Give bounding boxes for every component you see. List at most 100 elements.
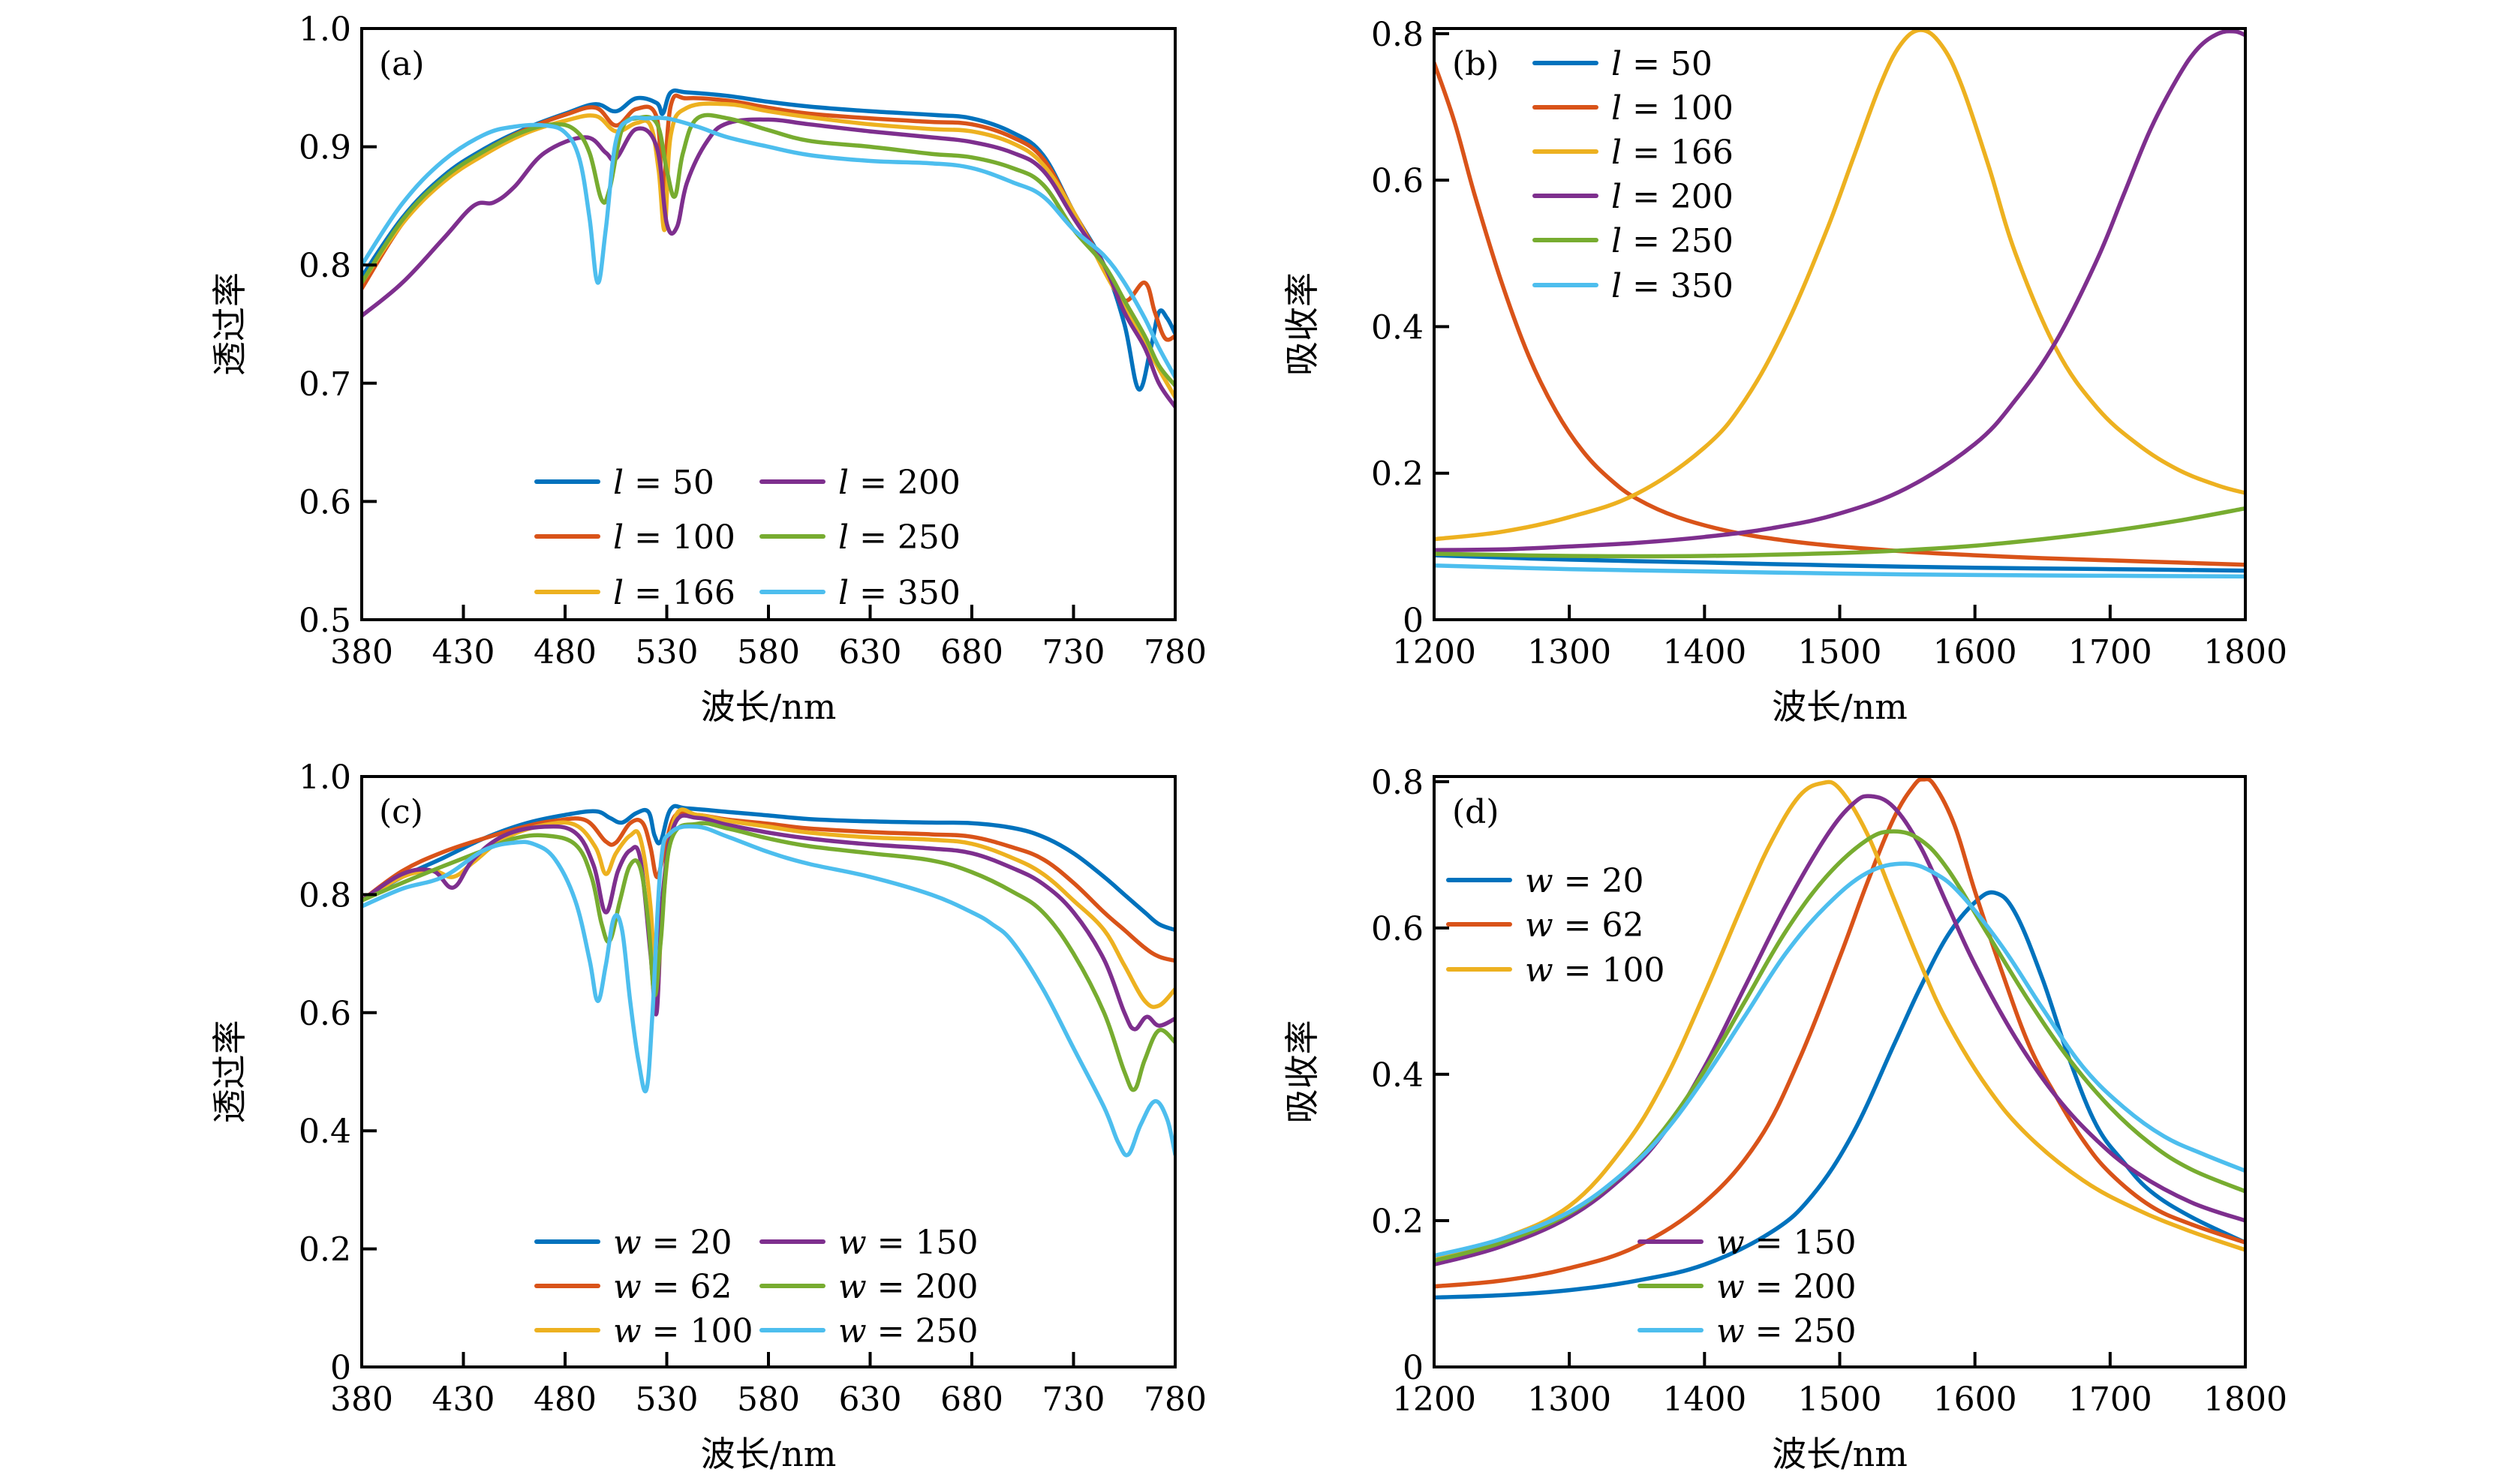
legend-item: w = 150 xyxy=(1637,1224,1857,1262)
x-tick-label: 1300 xyxy=(1527,633,1611,671)
legend-item: l = 250 xyxy=(1532,222,1734,260)
legend-item: l = 100 xyxy=(534,518,735,557)
legend-item: l = 50 xyxy=(534,464,714,502)
series-line-w-250 xyxy=(362,824,1175,1158)
series-line-l-100 xyxy=(1434,61,2245,567)
legend-item: w = 100 xyxy=(1446,951,1665,990)
x-tick-label: 1800 xyxy=(2203,633,2287,671)
legend-label: l = 100 xyxy=(613,518,735,557)
legend-label: w = 20 xyxy=(613,1224,732,1262)
panel-b: 1200 1300 1400 1500 1600 1700 1800 0 0.2 0.4 0.6 0.… xyxy=(1282,16,2287,727)
legend: l = 50 l = 100 l = 166 l = 200 l = 250 l = 35… xyxy=(1532,45,1734,305)
panel-tag: (d) xyxy=(1452,793,1499,831)
y-tick-label: 0.8 xyxy=(1371,16,1424,54)
legend-item: w = 200 xyxy=(1637,1268,1857,1306)
legend-item: l = 50 xyxy=(1532,45,1713,83)
legend-item: w = 250 xyxy=(759,1312,979,1350)
legend-item: l = 350 xyxy=(759,574,961,612)
series-line-l-350 xyxy=(362,115,1175,380)
x-tick-label: 680 xyxy=(940,1380,1003,1419)
legend-item: w = 20 xyxy=(1446,862,1644,900)
series-line-l-200 xyxy=(362,117,1175,410)
series-line-w-20 xyxy=(362,804,1175,933)
y-tick-label: 0.2 xyxy=(1371,1203,1424,1241)
legend-item: l = 166 xyxy=(1532,134,1734,172)
legend-label: w = 250 xyxy=(838,1312,979,1350)
legend-item: w = 200 xyxy=(759,1268,979,1306)
x-tick-label: 630 xyxy=(839,633,902,671)
y-tick-label: 0.6 xyxy=(299,995,351,1033)
series-group xyxy=(1434,29,2245,579)
x-tick-label: 430 xyxy=(432,633,495,671)
legend-label: l = 250 xyxy=(1611,222,1734,260)
legend-label: w = 150 xyxy=(838,1224,979,1262)
x-tick-label: 530 xyxy=(636,633,699,671)
y-tick-label: 0.4 xyxy=(1371,308,1424,347)
y-tick-label: 0.6 xyxy=(1371,162,1424,200)
x-tick-label: 430 xyxy=(432,1380,495,1419)
x-tick-label: 730 xyxy=(1042,1380,1105,1419)
series-line-l-50 xyxy=(1434,553,2245,573)
legend-item: w = 150 xyxy=(759,1224,979,1262)
legend-label: l = 100 xyxy=(1611,89,1734,128)
x-tick-label: 1300 xyxy=(1527,1380,1611,1419)
series-line-w-100 xyxy=(1434,780,2245,1260)
x-axis-title: 波长/nm xyxy=(701,686,837,727)
series-group xyxy=(1434,777,2245,1300)
y-tick-label: 0.8 xyxy=(299,247,351,285)
series-line-w-250 xyxy=(1434,861,2245,1258)
legend-label: w = 100 xyxy=(613,1312,753,1350)
x-tick-label: 1700 xyxy=(2068,633,2152,671)
x-tick-label: 480 xyxy=(534,1380,597,1419)
legend-label: l = 350 xyxy=(1611,267,1734,305)
x-tick-label: 380 xyxy=(330,1380,393,1419)
legend-label: w = 200 xyxy=(1716,1268,1857,1306)
y-tick-label: 0.6 xyxy=(1371,910,1424,948)
legend-label: l = 166 xyxy=(1611,134,1734,172)
panel-d: 1200 1300 1400 1500 1600 1700 1800 0 0.2 0.4 0.6 0.… xyxy=(1282,764,2287,1474)
legend-item: l = 100 xyxy=(1532,89,1734,128)
y-axis-title: 吸收率 xyxy=(1282,1020,1322,1124)
legend-item: l = 250 xyxy=(759,518,961,557)
legend-item: w = 100 xyxy=(534,1312,753,1350)
y-tick-label: 0.2 xyxy=(1371,455,1424,494)
x-axis-title: 波长/nm xyxy=(1772,686,1908,727)
x-tick-label: 1200 xyxy=(1392,633,1476,671)
y-tick-label: 1.0 xyxy=(299,759,351,797)
series-line-w-62 xyxy=(1434,777,2245,1289)
legend-item: l = 200 xyxy=(759,464,961,502)
series-line-l-200 xyxy=(1434,29,2245,552)
y-axis-title: 透过率 xyxy=(209,272,250,376)
x-tick-label: 480 xyxy=(534,633,597,671)
legend-label: l = 350 xyxy=(838,574,961,612)
x-tick-label: 780 xyxy=(1144,1380,1207,1419)
x-tick-label: 1600 xyxy=(1933,633,2017,671)
panel-tag: (a) xyxy=(379,45,425,83)
x-tick-label: 680 xyxy=(940,633,1003,671)
legend-item: l = 200 xyxy=(1532,178,1734,216)
legend-label: l = 200 xyxy=(838,464,961,502)
series-group xyxy=(362,804,1175,1158)
panel-tag: (b) xyxy=(1452,45,1499,83)
y-tick-label: 0 xyxy=(1403,602,1424,640)
series-line-l-250 xyxy=(1434,506,2245,559)
legend-item: w = 20 xyxy=(534,1224,732,1262)
x-tick-label: 1600 xyxy=(1933,1380,2017,1419)
legend-label: l = 50 xyxy=(1611,45,1713,83)
panel-a: 380 430 480 530 580 630 680 730 780 0.5 0.6 0.7 0.8 0… xyxy=(209,11,1207,727)
legend-label: l = 250 xyxy=(838,518,961,557)
legend: w = 20 w = 62 w = 100 w = 150 w = 200 w = 250 xyxy=(1446,862,1857,1350)
axes-frame xyxy=(360,27,1177,621)
x-tick-label: 380 xyxy=(330,633,393,671)
panel-c: 380 430 480 530 580 630 680 730 780 0 0.2 0.4 0.6 0.8… xyxy=(209,759,1207,1474)
series-line-l-350 xyxy=(1434,563,2245,579)
series-line-l-166 xyxy=(1434,29,2245,542)
panel-tag: (c) xyxy=(379,793,423,831)
y-tick-label: 0.4 xyxy=(1371,1056,1424,1095)
y-tick-label: 0.4 xyxy=(299,1113,351,1151)
y-axis-title: 吸收率 xyxy=(1282,272,1322,376)
y-tick-label: 0.9 xyxy=(299,129,351,167)
x-axis-title: 波长/nm xyxy=(1772,1434,1908,1474)
x-tick-label: 1500 xyxy=(1798,1380,1882,1419)
legend-label: w = 150 xyxy=(1716,1224,1857,1262)
